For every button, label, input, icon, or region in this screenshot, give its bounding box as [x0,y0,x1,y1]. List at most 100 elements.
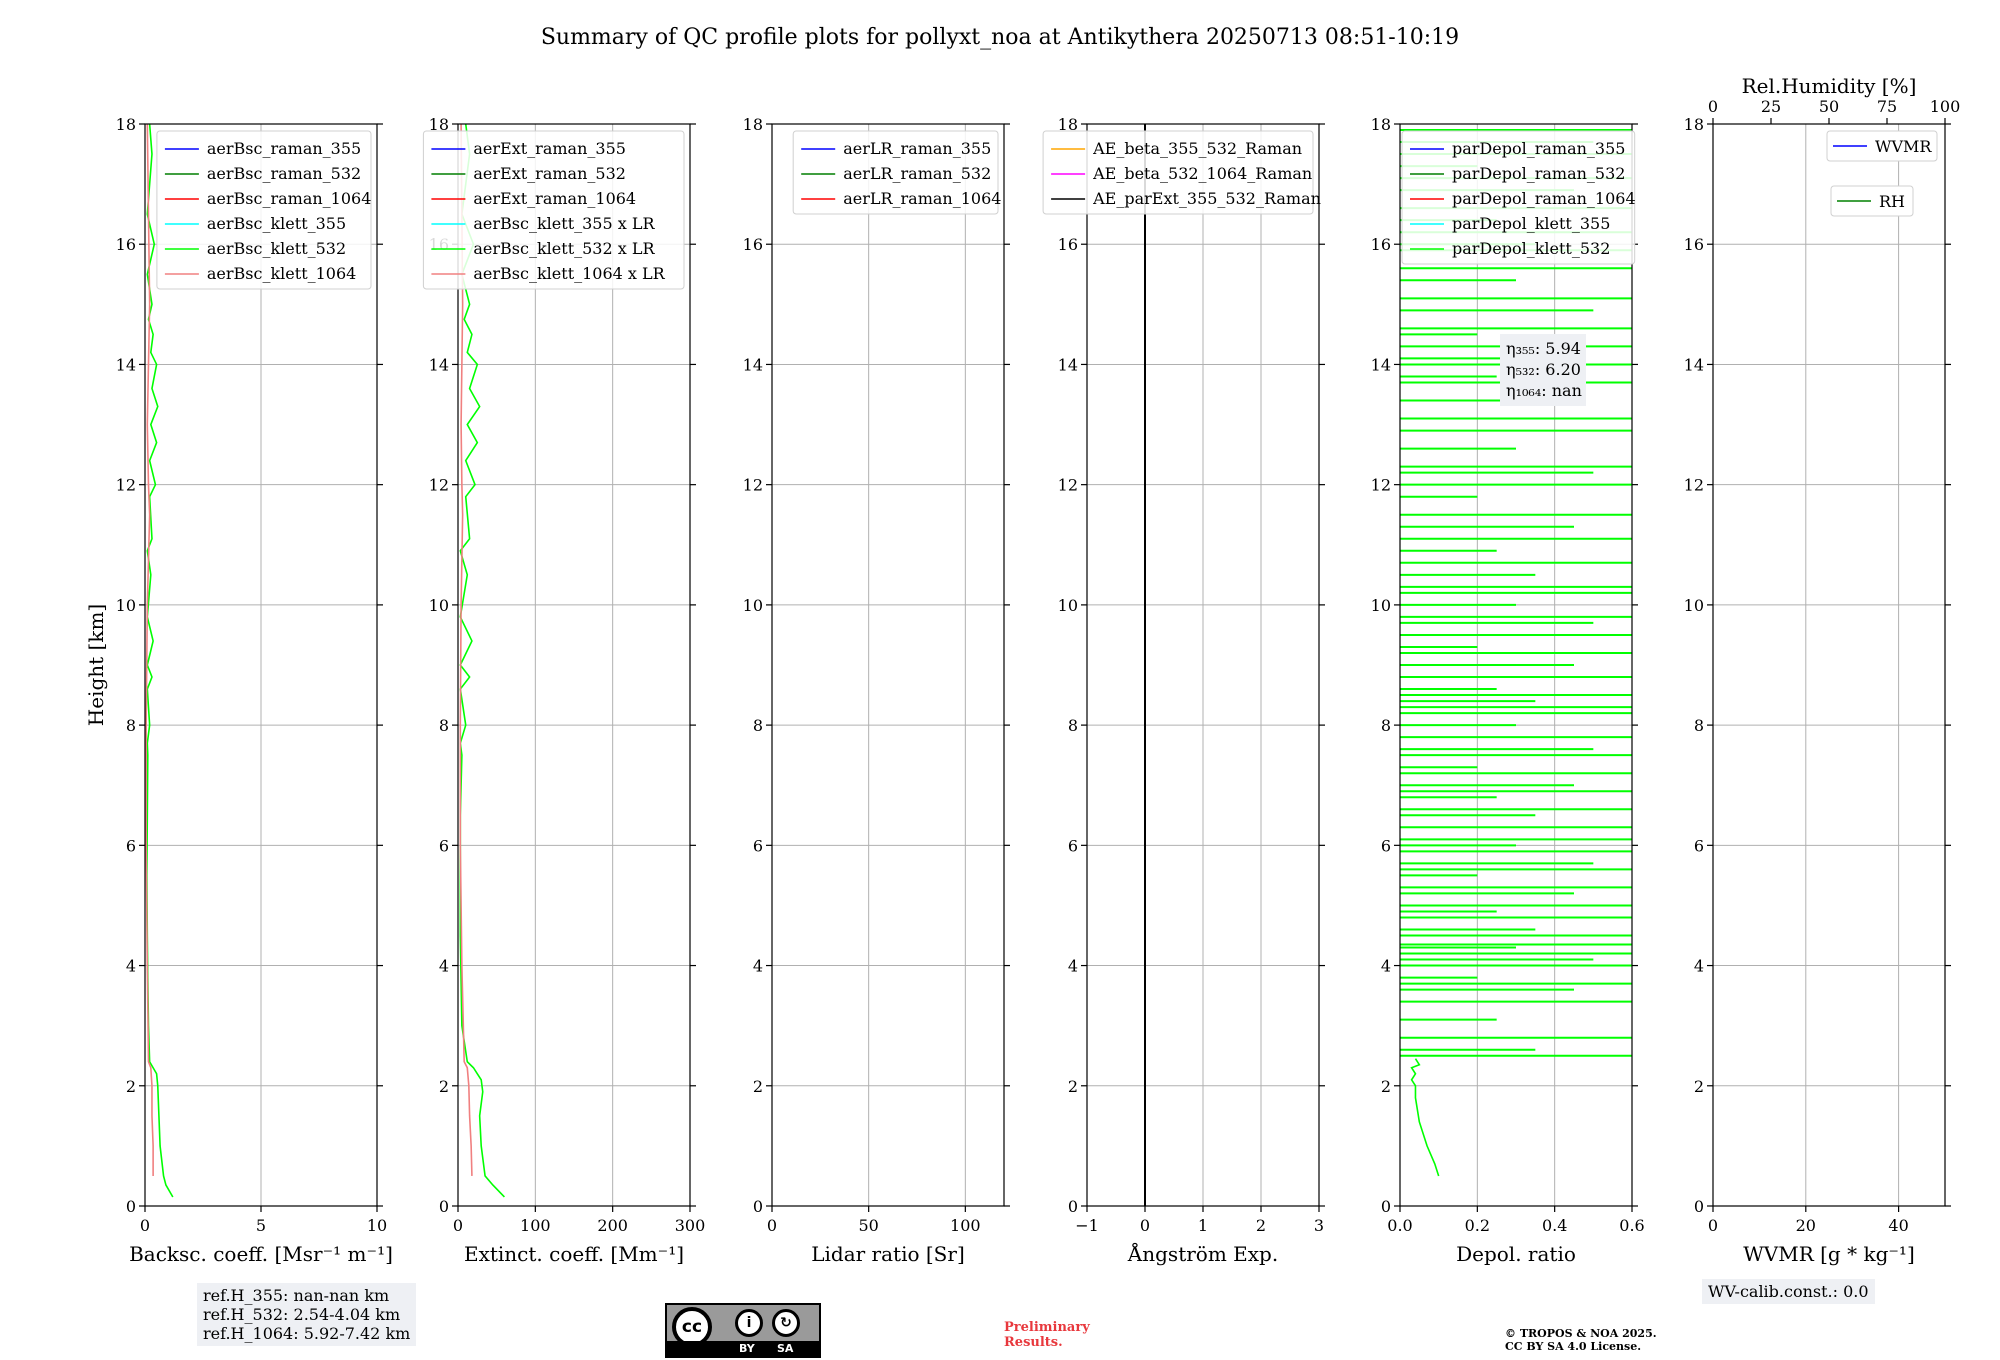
y-tick-label: 0 [439,1197,449,1216]
y-tick-label: 4 [1694,957,1704,976]
y-tick-label: 12 [116,476,136,495]
y-tick-label: 12 [1684,476,1704,495]
x-tick-label: 40 [1888,1216,1908,1235]
y-tick-label: 10 [1058,596,1078,615]
y-tick-label: 0 [1694,1197,1704,1216]
preliminary-line-1: Preliminary [1004,1320,1090,1335]
y-tick-label: 10 [1371,596,1391,615]
y-tick-label: 2 [1381,1077,1391,1096]
x-tick-label: 0 [453,1216,463,1235]
x-tick-label: 300 [675,1216,706,1235]
y-tick-label: 4 [1381,957,1391,976]
legend-label: parDepol_raman_532 [1452,164,1625,183]
y-axis-label: Height [km] [84,604,108,726]
y-tick-label: 14 [429,355,449,374]
x2-axis-label: Rel.Humidity [%] [1742,74,1917,98]
x2-tick-label: 25 [1761,97,1781,116]
y-tick-label: 10 [743,596,763,615]
series-line-aerBsc_klett_1064 [145,123,154,1176]
ref-height-355: ref.H_355: nan-nan km [203,1286,390,1305]
cc-license-badge: cc i ↻ BY SA [665,1303,821,1358]
cc-badge-bar: BY SA [667,1341,819,1356]
legend-label: RH [1879,192,1905,211]
y-tick-label: 4 [1068,957,1078,976]
figure-title: Summary of QC profile plots for pollyxt_… [541,25,1459,50]
y-tick-label: 6 [1068,836,1078,855]
panel-3: 0 50 100 0 2 4 6 8 10 12 14 16 18 Lidar ratio [Sr] aer… [743,115,1010,1266]
legend-label: aerBsc_raman_532 [207,164,361,183]
legend-label: aerLR_raman_1064 [843,189,1001,208]
y-tick-label: 2 [439,1077,449,1096]
legend-label: aerBsc_klett_532 [207,239,346,258]
legend-label: aerBsc_klett_355 x LR [473,214,655,233]
ref-height-532: ref.H_532: 2.54-4.04 km [203,1305,401,1324]
person-icon: i [735,1309,763,1337]
y-tick-label: 10 [1684,596,1704,615]
legend-box [422,130,685,290]
legend-label: aerBsc_klett_1064 x LR [473,264,665,283]
y-tick-label: 4 [126,957,136,976]
legend-box [1830,185,1914,217]
legend-label: aerBsc_klett_355 [207,214,346,233]
x2-tick-label: 75 [1877,97,1897,116]
y-tick-label: 18 [116,115,136,134]
y-tick-label: 10 [429,596,449,615]
y-tick-label: 8 [753,716,763,735]
x-tick-label: 0 [1140,1216,1150,1235]
eta-label: η₃₅₅: 5.94 [1506,339,1581,358]
legend-label: AE_beta_532_1064_Raman [1092,164,1312,183]
legend-label: aerLR_raman_355 [843,139,991,158]
copyright-line-1: © TROPOS & NOA 2025. [1505,1327,1657,1340]
y-tick-label: 16 [1058,235,1078,254]
y-tick-label: 16 [743,235,763,254]
x-tick-label: 100 [950,1216,981,1235]
x-tick-label: 20 [1796,1216,1816,1235]
y-tick-label: 12 [1371,476,1391,495]
legend-box [1826,130,1938,162]
axes-frame [771,123,1005,1207]
x-tick-label: 100 [520,1216,551,1235]
panel-1: 0 5 10 0 2 4 6 8 10 12 14 16 18 Backsc. coeff. [Msr⁻¹… [84,115,393,1266]
legend-label: aerBsc_klett_1064 [207,264,356,283]
series-line-aerBsc_klett_532 x LR [459,123,505,1198]
legend-label: aerExt_raman_355 [473,139,626,158]
y-tick-label: 12 [743,476,763,495]
x-tick-label: 0.0 [1387,1216,1412,1235]
y-tick-label: 0 [1381,1197,1391,1216]
y-tick-label: 0 [126,1197,136,1216]
x2-tick-label: 50 [1819,97,1839,116]
panel-2: 0100200300024681012141618Extinct. coeff.… [422,115,706,1266]
x-axis-label: Backsc. coeff. [Msr⁻¹ m⁻¹] [129,1242,393,1266]
y-tick-label: 18 [1684,115,1704,134]
eta-box [1500,334,1586,406]
wv-calib-const: WV-calib.const.: 0.0 [1708,1282,1869,1301]
x-tick-label: 50 [858,1216,878,1235]
y-tick-label: 0 [1068,1197,1078,1216]
legend-label: parDepol_raman_1064 [1452,189,1636,208]
y-tick-label: 14 [743,355,763,374]
y-tick-label: 8 [1381,716,1391,735]
y-tick-label: 16 [116,235,136,254]
y-tick-label: 10 [116,596,136,615]
copyright-line-2: CC BY SA 4.0 License. [1505,1340,1642,1353]
panel-5: 0.0 0.2 0.4 0.6 0 2 4 6 8 10 12 14 16 18 Depol. ratio p… [1371,115,1645,1266]
reference-height-box: ref.H_355: nan-nan km ref.H_532: 2.54-4.… [197,1283,417,1346]
x-axis-label: Extinct. coeff. [Mm⁻¹] [464,1242,684,1266]
y-tick-label: 8 [1068,716,1078,735]
legend-label: aerExt_raman_1064 [473,189,636,208]
y-tick-label: 2 [126,1077,136,1096]
x-tick-label: 0 [140,1216,150,1235]
y-tick-label: 4 [753,957,763,976]
legend-box [1401,130,1636,265]
x-tick-label: 200 [597,1216,628,1235]
eta-label: η₁₀₆₄: nan [1506,381,1582,400]
panel-6: 0 20 40 0 2 4 6 8 10 12 14 16 18 WVMR [g * kg⁻¹] 0 25 50… [1684,74,1961,1266]
y-tick-label: 16 [1684,235,1704,254]
legend-label: WVMR [1875,137,1932,156]
y-tick-label: 14 [1058,355,1078,374]
y-tick-label: 12 [1058,476,1078,495]
legend-label: aerExt_raman_532 [473,164,626,183]
y-tick-label: 8 [439,716,449,735]
